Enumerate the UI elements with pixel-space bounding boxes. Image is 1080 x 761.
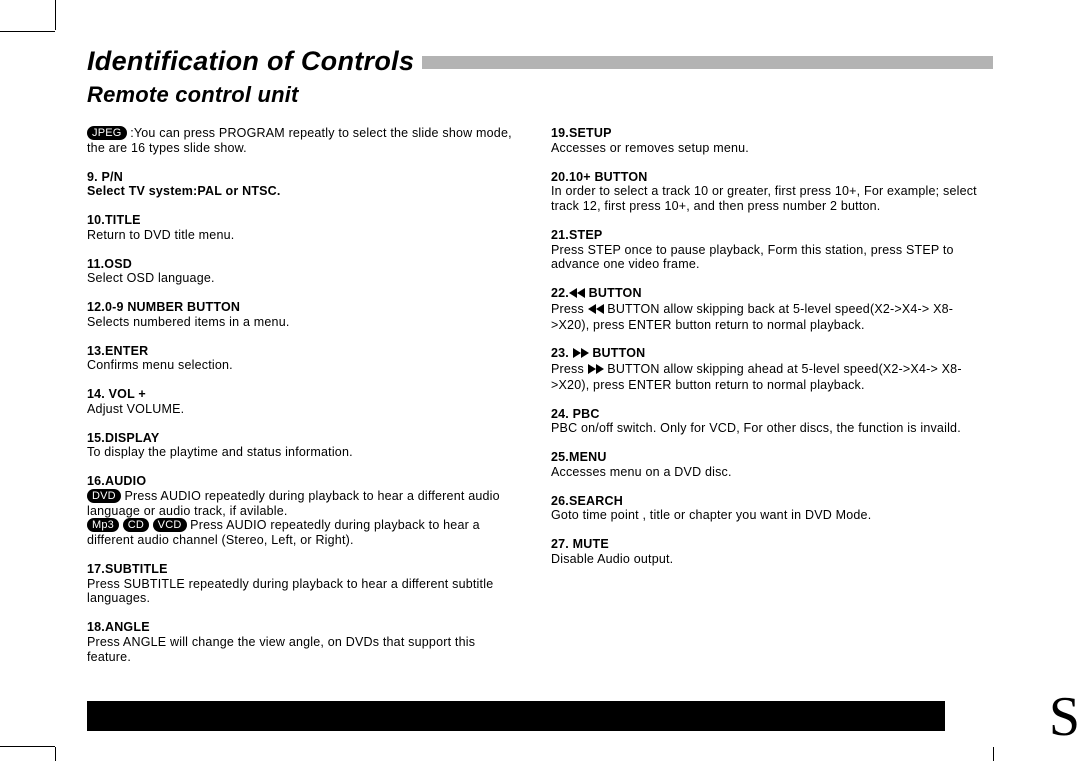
- crop-mark: [0, 31, 55, 32]
- entry-body-line: To display the playtime and status infor…: [87, 445, 517, 460]
- page-title: Identification of Controls: [87, 46, 422, 76]
- control-entry: 11.OSDSelect OSD language.: [87, 257, 517, 287]
- control-entry: 13.ENTERConfirms menu selection.: [87, 344, 517, 374]
- vcd-badge: VCD: [153, 518, 187, 532]
- control-entry: 26.SEARCHGoto time point , title or chap…: [551, 494, 991, 524]
- page-subtitle: Remote control unit: [87, 82, 299, 108]
- control-entry: 9. P/NSelect TV system:PAL or NTSC.: [87, 170, 517, 200]
- entry-body-text: Press AUDIO repeatedly during playback t…: [87, 489, 500, 518]
- entry-heading: 15.DISPLAY: [87, 431, 517, 446]
- entry-body-line: Select OSD language.: [87, 271, 517, 286]
- entry-heading: 25.MENU: [551, 450, 991, 465]
- cd-badge: CD: [123, 518, 149, 532]
- entry-body-line: Press BUTTON allow skipping back at 5-le…: [551, 302, 991, 333]
- entry-body-line: Disable Audio output.: [551, 552, 991, 567]
- entry-heading: 19.SETUP: [551, 126, 991, 141]
- entry-heading: 21.STEP: [551, 228, 991, 243]
- entry-body-line: In order to select a track 10 or greater…: [551, 184, 991, 214]
- crop-mark: [0, 746, 55, 747]
- entry-heading: 23. BUTTON: [551, 346, 991, 362]
- rewind-icon: [569, 287, 585, 302]
- entry-heading: 20.10+ BUTTON: [551, 170, 991, 185]
- jpeg-intro-text: :You can press PROGRAM repeatly to selec…: [87, 126, 512, 155]
- control-entry: 23. BUTTONPress BUTTON allow skipping ah…: [551, 346, 991, 392]
- page-number: S: [1049, 685, 1080, 749]
- content-columns: JPEG :You can press PROGRAM repeatly to …: [87, 126, 993, 678]
- footer-bar: [87, 701, 945, 731]
- mp3-badge: Mp3: [87, 518, 119, 532]
- control-entry: 25.MENUAccesses menu on a DVD disc.: [551, 450, 991, 480]
- entry-body-line: Selects numbered items in a menu.: [87, 315, 517, 330]
- control-entry: 15.DISPLAYTo display the playtime and st…: [87, 431, 517, 461]
- control-entry: 18.ANGLEPress ANGLE will change the view…: [87, 620, 517, 664]
- manual-page: Identification of Controls Remote contro…: [0, 0, 1080, 761]
- entry-heading: 27. MUTE: [551, 537, 991, 552]
- entry-body-line: PBC on/off switch. Only for VCD, For oth…: [551, 421, 991, 436]
- entry-heading: 24. PBC: [551, 407, 991, 422]
- entry-heading-prefix: 23.: [551, 346, 573, 360]
- control-entry: 17.SUBTITLEPress SUBTITLE repeatedly dur…: [87, 562, 517, 606]
- control-entry: 12.0-9 NUMBER BUTTONSelects numbered ite…: [87, 300, 517, 330]
- crop-mark: [55, 0, 56, 30]
- entry-body-text: Press: [551, 362, 588, 376]
- entry-body-text: Press: [551, 302, 588, 316]
- entry-body-line: Accesses menu on a DVD disc.: [551, 465, 991, 480]
- control-entry: 14. VOL +Adjust VOLUME.: [87, 387, 517, 417]
- entry-heading: 22. BUTTON: [551, 286, 991, 302]
- entry-body-line: Select TV system:PAL or NTSC.: [87, 184, 517, 199]
- control-entry: 16.AUDIODVD Press AUDIO repeatedly durin…: [87, 474, 517, 548]
- entry-body-line: Press BUTTON allow skipping ahead at 5-l…: [551, 362, 991, 393]
- entry-body-line: Adjust VOLUME.: [87, 402, 517, 417]
- entry-body-line: Confirms menu selection.: [87, 358, 517, 373]
- entry-heading-suffix: BUTTON: [585, 286, 642, 300]
- entry-heading: 9. P/N: [87, 170, 517, 185]
- entry-heading: 26.SEARCH: [551, 494, 991, 509]
- entry-heading: 14. VOL +: [87, 387, 517, 402]
- entry-heading: 12.0-9 NUMBER BUTTON: [87, 300, 517, 315]
- control-entry: 19.SETUPAccesses or removes setup menu.: [551, 126, 991, 156]
- control-entry: 24. PBCPBC on/off switch. Only for VCD, …: [551, 407, 991, 437]
- forward-icon: [588, 363, 604, 378]
- control-entry: 10.TITLEReturn to DVD title menu.: [87, 213, 517, 243]
- left-column: JPEG :You can press PROGRAM repeatly to …: [87, 126, 517, 678]
- entry-heading: 18.ANGLE: [87, 620, 517, 635]
- entry-body-line: Mp3 CD VCD Press AUDIO repeatedly during…: [87, 518, 517, 548]
- entry-body-line: Return to DVD title menu.: [87, 228, 517, 243]
- crop-mark: [993, 747, 994, 761]
- entry-heading-suffix: BUTTON: [589, 346, 646, 360]
- crop-mark: [55, 747, 56, 761]
- control-entry: 27. MUTEDisable Audio output.: [551, 537, 991, 567]
- jpeg-badge: JPEG: [87, 126, 127, 140]
- control-entry: 20.10+ BUTTONIn order to select a track …: [551, 170, 991, 214]
- entry-body-text: BUTTON allow skipping back at 5-level sp…: [551, 302, 953, 332]
- rewind-icon: [588, 303, 604, 318]
- entry-heading: 16.AUDIO: [87, 474, 517, 489]
- forward-icon: [573, 347, 589, 362]
- entry-heading-prefix: 22.: [551, 286, 569, 300]
- control-entry: 22. BUTTONPress BUTTON allow skipping ba…: [551, 286, 991, 332]
- entry-body-line: DVD Press AUDIO repeatedly during playba…: [87, 489, 517, 519]
- entry-body-line: Press ANGLE will change the view angle, …: [87, 635, 517, 665]
- entry-heading: 17.SUBTITLE: [87, 562, 517, 577]
- right-column: 19.SETUPAccesses or removes setup menu. 2…: [551, 126, 991, 678]
- entry-heading: 11.OSD: [87, 257, 517, 272]
- entry-body-line: Press STEP once to pause playback, Form …: [551, 243, 991, 273]
- entry-body-line: Press SUBTITLE repeatedly during playbac…: [87, 577, 517, 607]
- entry-heading: 10.TITLE: [87, 213, 517, 228]
- entry-heading: 13.ENTER: [87, 344, 517, 359]
- dvd-badge: DVD: [87, 489, 121, 503]
- control-entry: 21.STEPPress STEP once to pause playback…: [551, 228, 991, 272]
- entry-body-line: Accesses or removes setup menu.: [551, 141, 991, 156]
- entry-body-text: BUTTON allow skipping ahead at 5-level s…: [551, 362, 962, 392]
- jpeg-intro: JPEG :You can press PROGRAM repeatly to …: [87, 126, 517, 156]
- page-title-bar: Identification of Controls: [87, 46, 993, 76]
- entry-body-line: Goto time point , title or chapter you w…: [551, 508, 991, 523]
